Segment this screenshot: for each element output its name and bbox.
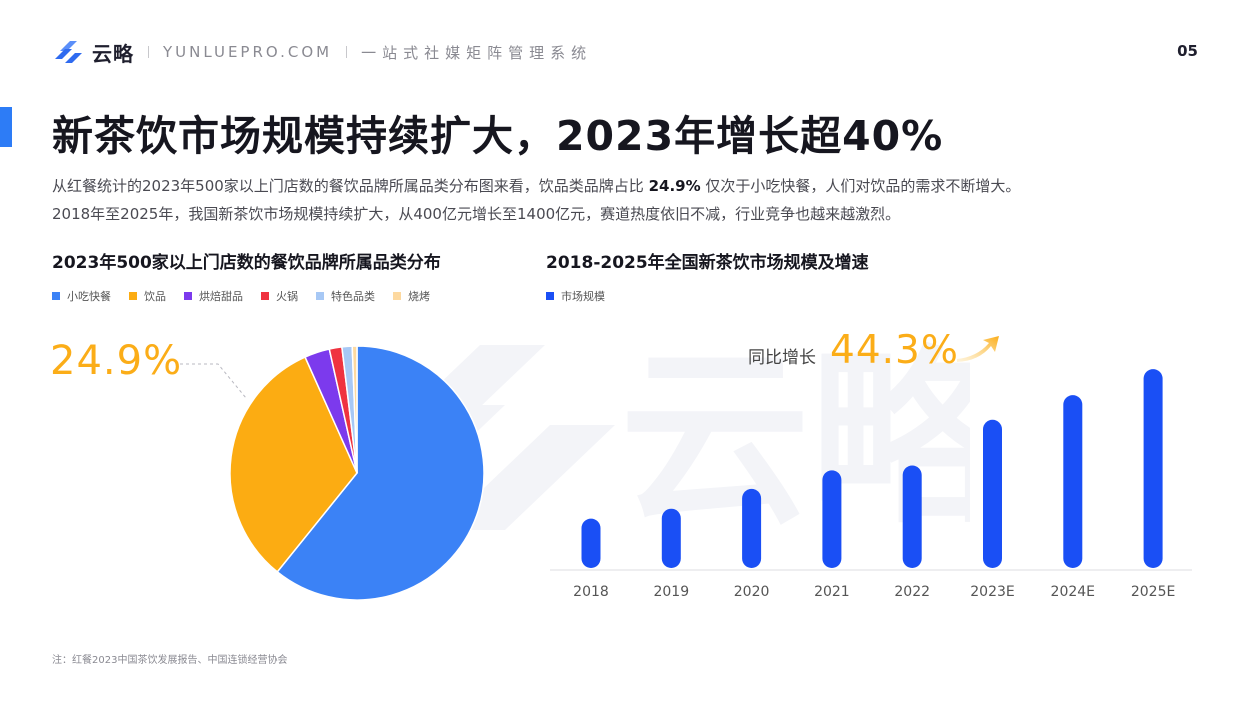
bar-2025E [1143,369,1163,568]
pie-legend-swatch [129,292,137,300]
pie-chart-title: 2023年500家以上门店数的餐饮品牌所属品类分布 [52,253,441,273]
pie-legend-swatch [261,292,269,300]
yoy-callout: 同比增长 44.3% [748,328,959,373]
bar-2023E [983,419,1002,568]
bar-2019 [661,508,681,568]
description-line1-end: 仅次于小吃快餐，人们对饮品的需求不断增大。 [700,177,1021,195]
pie-legend: 小吃快餐 饮品 烘焙甜品 火锅 特色品类 烧烤 [52,288,448,304]
pie-legend-item: 小吃快餐 [52,288,111,304]
bar-chart: 2018 2019 2020 2021 2022 2023E 2024E 2025E [550,369,1192,600]
growth-arrow-icon [957,336,999,362]
pie-legend-item: 火锅 [261,288,298,304]
bar-legend-swatch [546,292,554,300]
pie-legend-label: 特色品类 [331,290,375,303]
brand-tagline: 一站式社媒矩阵管理系统 [361,43,593,62]
yoy-label: 同比增长 [748,348,816,368]
pie-legend-label: 火锅 [276,290,298,303]
bar-2018 [581,518,601,568]
bar-legend-label: 市场规模 [561,290,605,303]
bar-2022 [902,465,922,568]
pie-chart [180,345,485,601]
yoy-value: 44.3% [830,328,959,373]
header-divider [346,46,348,58]
pie-legend-item: 烧烤 [393,288,430,304]
bar-x-tick-label: 2025E [1131,584,1175,600]
pie-legend-item: 烘焙甜品 [184,288,243,304]
pie-callout-line [180,363,247,399]
pie-slice-1 [276,345,485,601]
bar-x-tick-label: 2024E [1051,584,1095,600]
pie-legend-label: 饮品 [144,290,166,303]
pie-highlight-value: 24.9% [50,338,183,384]
bar-2024E [1063,395,1083,568]
bar-2021 [822,470,842,568]
bar-x-tick-label: 2022 [894,584,930,600]
page-header: 云略 YUNLUEPRO.COM 一站式社媒矩阵管理系统 [52,38,592,66]
pie-legend-swatch [316,292,324,300]
bar-x-tick-label: 2019 [653,584,689,600]
page-number: 05 [1177,42,1198,60]
pie-slice-6 [351,345,358,474]
bar-2020 [742,488,762,568]
pie-legend-item: 特色品类 [316,288,375,304]
header-divider [148,46,149,58]
brand-name: 云略 [92,41,134,66]
pie-legend-item: 饮品 [129,288,166,304]
bar-x-tick-label: 2018 [573,584,609,600]
title-accent-bar [0,107,12,147]
bar-x-tick-label: 2020 [734,584,770,600]
pie-legend-label: 烧烤 [408,290,430,303]
pie-legend-swatch [184,292,192,300]
source-note: 注：红餐2023中国茶饮发展报告、中国连锁经营协会 [52,655,288,666]
description-line2: 2018年至2025年，我国新茶饮市场规模持续扩大，从400亿元增长至1400亿… [52,205,901,223]
pie-legend-label: 小吃快餐 [67,290,111,303]
description-line1-start: 从红餐统计的2023年500家以上门店数的餐饮品牌所属品类分布图来看，饮品类品牌… [52,177,649,195]
logo-icon [55,41,82,63]
bar-x-tick-label: 2023E [970,584,1014,600]
description-highlight: 24.9% [648,177,701,195]
pie-legend-label: 烘焙甜品 [199,290,243,303]
bar-legend-item: 市场规模 [546,288,605,304]
pie-legend-swatch [393,292,401,300]
pie-legend-swatch [52,292,60,300]
pie-slice-2 [229,356,358,573]
bar-x-tick-label: 2021 [814,584,850,600]
page-title: 新茶饮市场规模持续扩大，2023年增长超40% [52,112,944,160]
page-description: 从红餐统计的2023年500家以上门店数的餐饮品牌所属品类分布图来看，饮品类品牌… [52,172,1212,228]
brand-domain: YUNLUEPRO.COM [163,43,333,61]
bar-legend: 市场规模 [546,288,623,304]
bar-chart-title: 2018-2025年全国新茶饮市场规模及增速 [546,253,869,273]
